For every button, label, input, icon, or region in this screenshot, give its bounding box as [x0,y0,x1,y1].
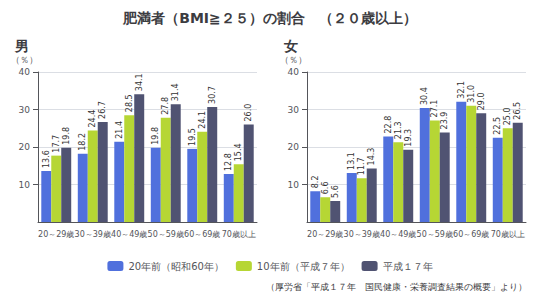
svg-text:70歳以上: 70歳以上 [491,230,525,239]
svg-text:30: 30 [288,105,300,115]
svg-text:（％）: （％） [280,55,307,65]
svg-text:13.1: 13.1 [347,152,356,170]
svg-text:18.2: 18.2 [78,133,87,151]
svg-text:13.6: 13.6 [42,150,51,168]
svg-text:17.7: 17.7 [52,135,61,153]
svg-text:30.4: 30.4 [420,87,429,105]
svg-text:30～39歳: 30～39歳 [75,230,111,239]
svg-text:男: 男 [14,38,29,54]
svg-text:26.0: 26.0 [244,104,253,122]
svg-text:19.8: 19.8 [151,127,160,145]
svg-text:50～59歳: 50～59歳 [148,230,184,239]
svg-text:26.5: 26.5 [513,102,522,120]
svg-text:平成１７年: 平成１７年 [383,261,433,272]
svg-text:27.1: 27.1 [430,100,439,118]
svg-text:40～49歳: 40～49歳 [380,230,416,239]
svg-text:6.6: 6.6 [321,182,330,195]
svg-text:28.5: 28.5 [125,94,134,112]
svg-text:40: 40 [288,67,300,77]
svg-text:60～69歳: 60～69歳 [453,230,489,239]
svg-text:40: 40 [19,67,31,77]
svg-text:20～29歳: 20～29歳 [38,230,74,239]
svg-text:5.6: 5.6 [331,185,340,198]
svg-text:15.4: 15.4 [234,143,243,161]
svg-text:32.1: 32.1 [457,81,466,99]
svg-text:25.0: 25.0 [503,107,512,125]
svg-text:34.1: 34.1 [135,73,144,91]
svg-text:27.8: 27.8 [161,97,170,115]
svg-text:11.7: 11.7 [357,157,366,175]
svg-text:29.0: 29.0 [477,92,486,110]
svg-text:20年前（昭和60年）: 20年前（昭和60年） [128,261,223,272]
svg-text:10: 10 [19,180,31,190]
svg-text:8.2: 8.2 [311,176,320,189]
svg-text:20～29歳: 20～29歳 [307,230,343,239]
svg-text:21.4: 21.4 [115,121,124,139]
svg-text:女: 女 [283,38,298,54]
svg-text:60～69歳: 60～69歳 [184,230,220,239]
svg-text:22.8: 22.8 [384,116,393,134]
svg-text:31.4: 31.4 [171,83,180,101]
svg-text:21.3: 21.3 [394,121,403,139]
svg-text:10: 10 [288,180,300,190]
svg-text:22.5: 22.5 [493,117,502,135]
svg-text:20: 20 [19,142,31,152]
svg-text:19.8: 19.8 [62,127,71,145]
svg-text:31.0: 31.0 [467,85,476,103]
svg-text:肥満者（BMI≧２５）の割合 （２０歳以上）: 肥満者（BMI≧２５）の割合 （２０歳以上） [122,10,417,26]
svg-text:30～39歳: 30～39歳 [344,230,380,239]
svg-text:50～59歳: 50～59歳 [417,230,453,239]
svg-text:30: 30 [19,105,31,115]
svg-text:19.5: 19.5 [188,128,197,146]
svg-text:（％）: （％） [11,55,38,65]
svg-text:19.3: 19.3 [404,129,413,147]
svg-text:26.7: 26.7 [98,101,107,119]
svg-text:24.1: 24.1 [198,111,207,129]
svg-text:30.7: 30.7 [208,86,217,104]
svg-text:23.9: 23.9 [440,112,449,130]
svg-text:14.3: 14.3 [367,148,376,166]
svg-text:40～49歳: 40～49歳 [111,230,147,239]
svg-text:10年前（平成７年）: 10年前（平成７年） [257,261,350,272]
svg-text:20: 20 [288,142,300,152]
svg-text:70歳以上: 70歳以上 [222,230,256,239]
svg-text:（厚労省「平成１７年 国民健康・栄養調査結果の概要」より）: （厚労省「平成１７年 国民健康・栄養調査結果の概要」より） [266,282,527,292]
svg-text:24.4: 24.4 [88,110,97,128]
svg-text:12.8: 12.8 [224,153,233,171]
